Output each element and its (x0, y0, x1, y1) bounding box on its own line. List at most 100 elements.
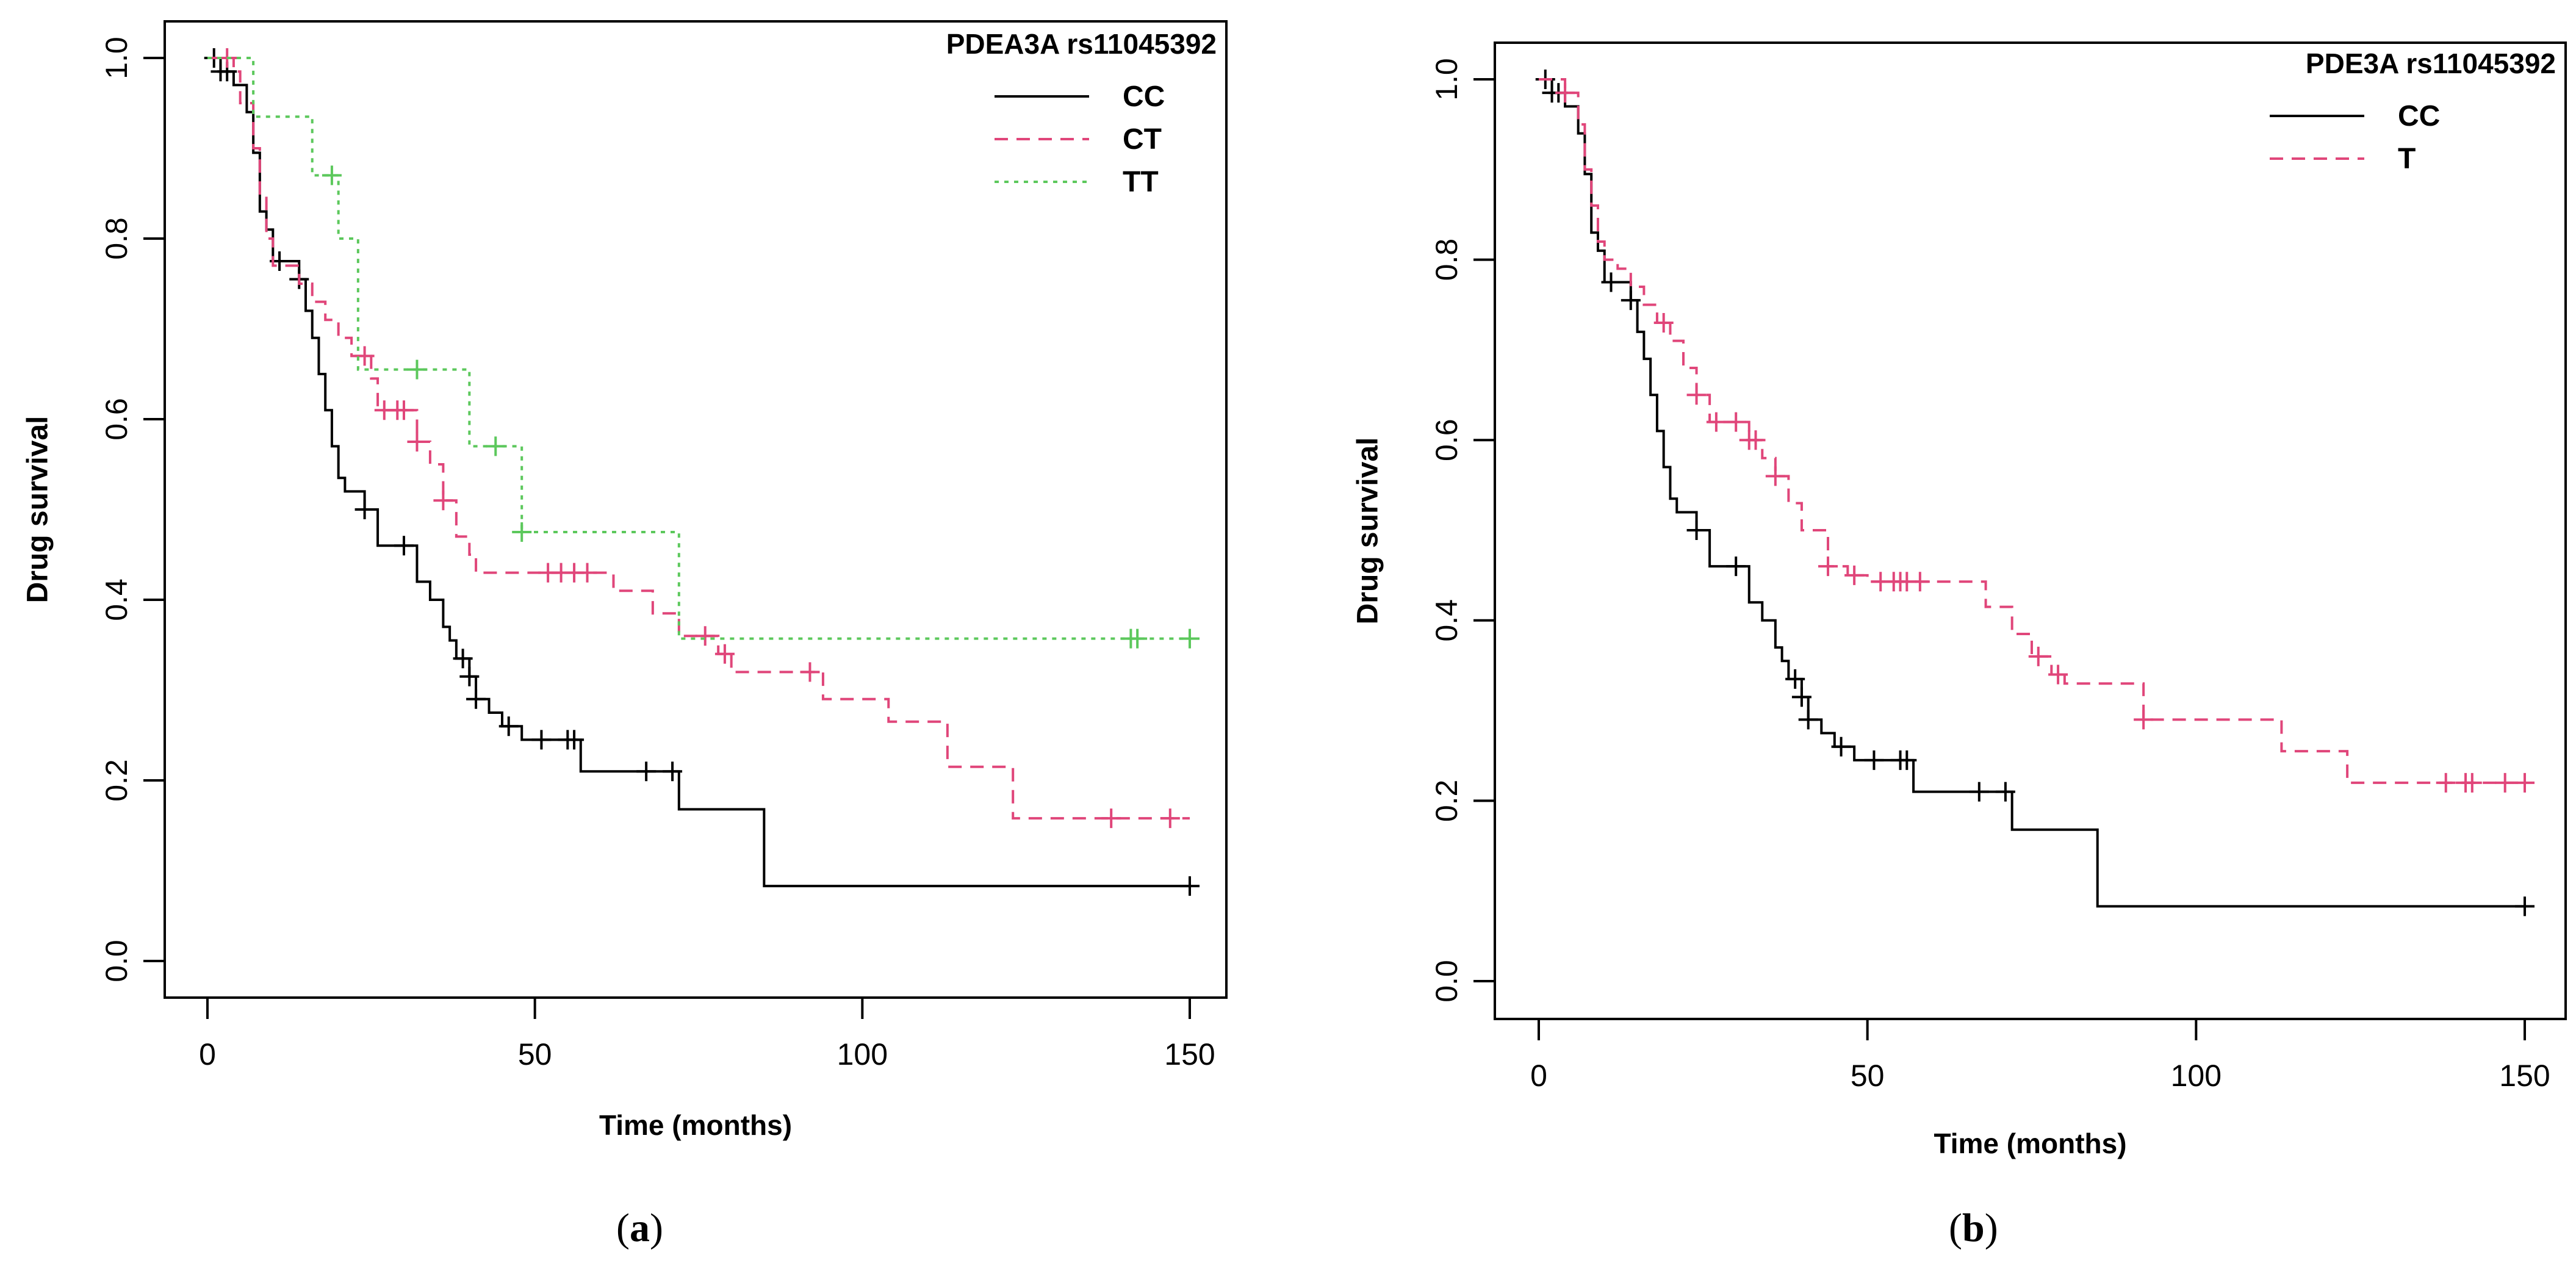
series-line-ct (207, 57, 1190, 820)
y-tick-label: 0.4 (1430, 599, 1464, 642)
legend-label-tt: TT (1123, 166, 1159, 198)
censor-mark-t (2134, 710, 2154, 730)
y-tick-label: 0.8 (1430, 239, 1464, 281)
caption-a-label: a (629, 1206, 650, 1250)
legend-label-cc: CC (2398, 100, 2440, 132)
censor-mark-t (2048, 664, 2068, 685)
x-tick-label: 100 (2171, 1059, 2222, 1093)
series-line-cc (207, 57, 1190, 888)
censor-mark-ct (433, 491, 453, 511)
caption-b-label: b (1962, 1206, 1985, 1250)
x-tick-label: 50 (1851, 1059, 1885, 1093)
censor-mark-t (2495, 772, 2515, 793)
censor-mark-cc (498, 716, 519, 736)
panel-b: 0 50 100 150 0.0 0.2 0.4 0.6 0.8 1.0 Time (months)… (1352, 41, 2567, 1159)
censor-mark-tt (322, 165, 342, 185)
x-tick-label: 0 (1530, 1059, 1547, 1093)
censor-mark-t (2028, 646, 2048, 666)
caption-a: (a) (616, 1206, 663, 1250)
censor-mark-t (1653, 313, 1674, 333)
censor-mark-cc (636, 761, 657, 782)
legend-title: PDEA3A rs11045392 (946, 28, 1217, 60)
censor-mark-ct (354, 346, 375, 366)
censor-mark-cc (354, 500, 375, 519)
censor-mark-cc (2515, 896, 2535, 916)
y-axis-label: Drug survival (22, 416, 54, 603)
x-tick-label: 50 (518, 1037, 552, 1071)
censor-mark-ct (394, 400, 414, 420)
censor-mark-cc (1791, 687, 1811, 707)
x-tick-label: 0 (199, 1037, 216, 1071)
y-axis-label: Drug survival (1352, 437, 1384, 625)
censor-mark-ct (577, 563, 597, 583)
censor-mark-cc (531, 730, 552, 750)
censor-mark-t (1706, 412, 1726, 432)
series-line-cc (1539, 78, 2525, 908)
censor-mark-cc (1785, 669, 1805, 689)
y-tick-label: 0.2 (99, 759, 134, 802)
censor-mark-ct (1101, 808, 1121, 829)
censor-mark-cc (1180, 876, 1200, 896)
censor-mark-cc (1686, 520, 1707, 540)
censor-mark-ct (407, 432, 427, 452)
censor-mark-t (1844, 565, 1865, 585)
panel-a: 0 50 100 150 0.0 0.2 0.4 0.6 0.8 1.0 Time (months)… (22, 20, 1228, 1141)
legend-label-t: T (2398, 143, 2416, 175)
censor-mark-t (1726, 412, 1746, 432)
x-tick-label: 100 (837, 1037, 888, 1071)
censor-mark-cc (1621, 290, 1641, 311)
censor-mark-tt (1180, 628, 1200, 649)
y-tick-label: 0.2 (1430, 780, 1464, 822)
censor-mark-cc (1831, 736, 1851, 757)
series-line-t (1539, 78, 2525, 784)
censor-mark-cc (1897, 750, 1917, 770)
y-tick-label: 0.6 (99, 398, 134, 441)
censor-mark-cc (394, 536, 414, 556)
censor-mark-ct (695, 626, 715, 646)
censor-mark-t (2515, 772, 2535, 793)
censor-mark-t (2436, 772, 2456, 793)
y-tick-label: 0.8 (99, 217, 134, 260)
censor-mark-tt (512, 522, 532, 542)
y-tick-label: 0.6 (1430, 419, 1464, 461)
legend-label-ct: CT (1123, 123, 1162, 156)
y-tick-label: 0.0 (99, 940, 134, 982)
censor-mark-t (1818, 556, 1838, 577)
x-axis-label: Time (months) (599, 1109, 792, 1141)
y-tick-label: 1.0 (99, 37, 134, 79)
censor-mark-cc (453, 649, 473, 669)
y-tick-label: 1.0 (1430, 58, 1464, 101)
plot-frame (164, 20, 1228, 999)
censor-mark-cc (663, 761, 683, 782)
censor-mark-cc (1601, 272, 1621, 292)
censor-mark-cc (466, 689, 486, 709)
censor-mark-cc (1798, 710, 1818, 730)
x-tick-label: 150 (1164, 1037, 1215, 1071)
censor-mark-t (1746, 430, 1766, 450)
censor-mark-cc (1726, 556, 1746, 577)
censor-mark-tt (407, 359, 427, 380)
censor-mark-t (1910, 572, 1930, 592)
censor-mark-cc (1995, 782, 2015, 802)
censor-mark-tt (486, 436, 506, 456)
plot-frame (1494, 41, 2567, 1020)
censor-mark-cc (459, 666, 480, 686)
series-line-tt (207, 57, 1190, 640)
caption-b: (b) (1949, 1206, 1998, 1250)
censor-mark-ct (800, 662, 820, 682)
censor-mark-t (1765, 466, 1785, 486)
y-tick-label: 0.0 (1430, 960, 1464, 1002)
legend-title: PDE3A rs11045392 (2306, 48, 2556, 79)
censor-mark-t (1555, 83, 1575, 103)
censor-mark-cc (1864, 750, 1884, 770)
legend-label-cc: CC (1123, 81, 1165, 113)
censor-mark-tt (1128, 628, 1148, 649)
y-tick-label: 0.4 (99, 578, 134, 621)
censor-mark-t (1686, 385, 1707, 405)
censor-mark-cc (564, 730, 585, 750)
x-axis-label: Time (months) (1934, 1128, 2126, 1159)
censor-mark-t (2462, 772, 2482, 793)
x-tick-label: 150 (2499, 1059, 2550, 1093)
censor-mark-cc (1969, 782, 1989, 802)
